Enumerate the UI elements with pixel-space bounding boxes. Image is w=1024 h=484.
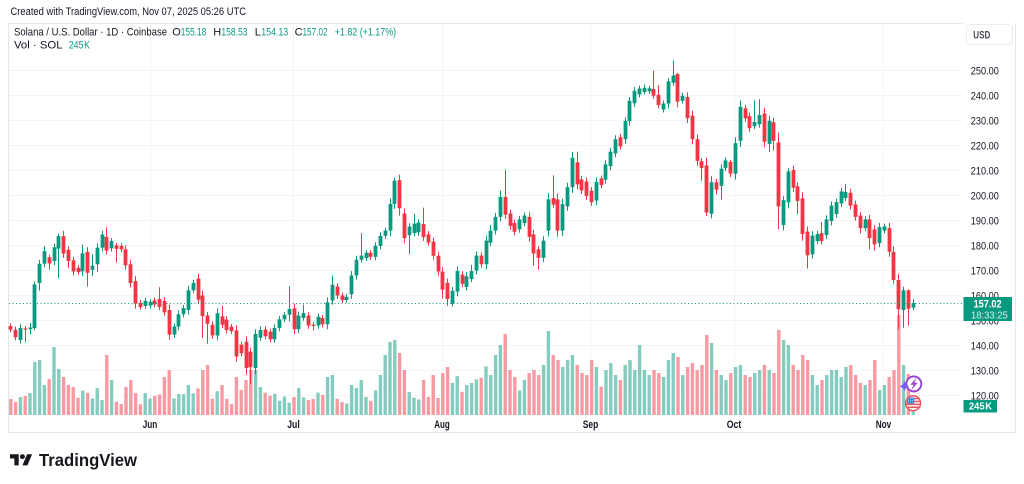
svg-text:220.00: 220.00 [971, 141, 999, 153]
svg-text:O: O [172, 27, 181, 39]
svg-text:Solana / U.S. Dollar · 1D · Co: Solana / U.S. Dollar · 1D · Coinbase [14, 27, 167, 39]
svg-text:TradingView: TradingView [39, 450, 137, 470]
svg-text:210.00: 210.00 [971, 166, 999, 178]
svg-text:Jul: Jul [287, 419, 300, 431]
svg-text:157.02: 157.02 [303, 27, 328, 39]
svg-text:C: C [295, 27, 303, 39]
svg-text:245 K: 245 K [969, 402, 993, 413]
svg-text:157.02: 157.02 [974, 298, 1002, 310]
svg-text:+1.82 (+1.17%): +1.82 (+1.17%) [335, 27, 396, 39]
svg-text:245 K: 245 K [69, 40, 91, 52]
svg-text:200.00: 200.00 [971, 191, 999, 203]
svg-text:USD: USD [973, 30, 990, 42]
svg-text:120.00: 120.00 [971, 390, 999, 402]
svg-text:18:33:25: 18:33:25 [971, 310, 1008, 322]
svg-text:170.00: 170.00 [971, 266, 999, 278]
svg-text:Created with TradingView.com,: Created with TradingView.com, Nov 07, 20… [11, 6, 247, 18]
svg-text:Vol · SOL: Vol · SOL [14, 40, 63, 52]
svg-text:154.13: 154.13 [261, 27, 288, 39]
svg-text:155.18: 155.18 [181, 27, 206, 39]
svg-text:190.00: 190.00 [971, 216, 999, 228]
svg-text:140.00: 140.00 [971, 340, 999, 352]
svg-text:H: H [213, 27, 221, 39]
svg-text:Nov: Nov [876, 419, 892, 431]
svg-text:240.00: 240.00 [971, 91, 999, 103]
svg-text:180.00: 180.00 [971, 241, 999, 253]
svg-text:158.53: 158.53 [221, 27, 247, 39]
svg-text:130.00: 130.00 [971, 365, 999, 377]
svg-text:230.00: 230.00 [971, 116, 999, 128]
svg-text:Aug: Aug [434, 419, 450, 431]
svg-text:L: L [255, 27, 261, 39]
svg-text:Sep: Sep [583, 419, 599, 431]
svg-text:Oct: Oct [727, 419, 742, 431]
svg-text:250.00: 250.00 [971, 66, 999, 78]
svg-text:Jun: Jun [143, 419, 158, 431]
